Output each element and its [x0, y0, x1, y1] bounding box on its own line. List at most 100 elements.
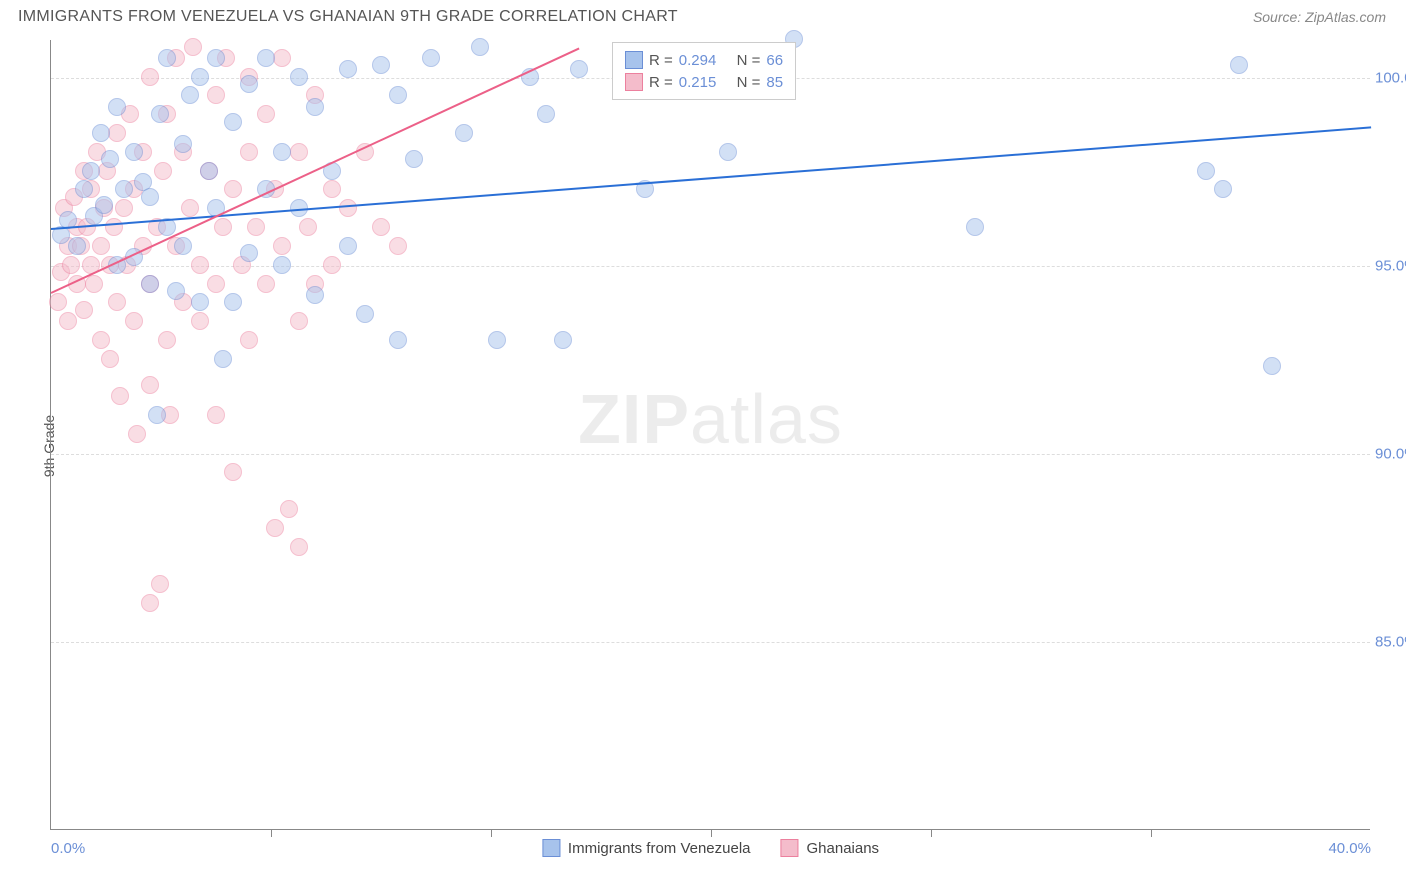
data-point — [141, 68, 159, 86]
data-point — [141, 376, 159, 394]
legend-swatch — [542, 839, 560, 857]
legend-swatch — [625, 73, 643, 91]
x-tick-label: 40.0% — [1328, 840, 1371, 857]
data-point — [273, 143, 291, 161]
data-point — [108, 293, 126, 311]
data-point — [1214, 180, 1232, 198]
data-point — [62, 256, 80, 274]
data-point — [207, 406, 225, 424]
data-point — [299, 218, 317, 236]
data-point — [471, 38, 489, 56]
data-point — [68, 237, 86, 255]
data-point — [82, 162, 100, 180]
data-point — [372, 56, 390, 74]
data-point — [141, 594, 159, 612]
data-point — [1197, 162, 1215, 180]
data-point — [174, 237, 192, 255]
data-point — [95, 196, 113, 214]
data-point — [339, 60, 357, 78]
data-point — [191, 68, 209, 86]
gridline — [51, 454, 1370, 455]
data-point — [115, 180, 133, 198]
data-point — [240, 331, 258, 349]
data-point — [389, 237, 407, 255]
legend-row: R = 0.294 N = 66 — [625, 49, 783, 71]
data-point — [257, 275, 275, 293]
data-point — [115, 199, 133, 217]
data-point — [966, 218, 984, 236]
data-point — [422, 49, 440, 67]
data-point — [125, 143, 143, 161]
data-point — [148, 406, 166, 424]
scatter-chart: ZIPatlas 85.0%90.0%95.0%100.0%0.0%40.0%R… — [50, 40, 1370, 830]
x-tick-label: 0.0% — [51, 840, 85, 857]
gridline — [51, 642, 1370, 643]
data-point — [49, 293, 67, 311]
data-point — [240, 75, 258, 93]
x-tick — [491, 829, 492, 837]
data-point — [257, 105, 275, 123]
data-point — [537, 105, 555, 123]
data-point — [151, 105, 169, 123]
y-tick-label: 95.0% — [1375, 257, 1406, 274]
data-point — [75, 301, 93, 319]
data-point — [207, 86, 225, 104]
data-point — [273, 237, 291, 255]
data-point — [554, 331, 572, 349]
source-attribution: Source: ZipAtlas.com — [1253, 9, 1386, 25]
data-point — [101, 350, 119, 368]
legend-label: Ghanaians — [807, 840, 880, 857]
data-point — [214, 350, 232, 368]
data-point — [240, 143, 258, 161]
data-point — [111, 387, 129, 405]
data-point — [323, 180, 341, 198]
data-point — [101, 150, 119, 168]
y-tick-label: 85.0% — [1375, 633, 1406, 650]
data-point — [108, 98, 126, 116]
data-point — [290, 312, 308, 330]
y-tick-label: 100.0% — [1375, 69, 1406, 86]
data-point — [141, 188, 159, 206]
legend-item: Immigrants from Venezuela — [542, 839, 751, 857]
data-point — [92, 237, 110, 255]
data-point — [1263, 357, 1281, 375]
x-tick — [931, 829, 932, 837]
data-point — [290, 538, 308, 556]
legend-swatch — [625, 51, 643, 69]
data-point — [191, 293, 209, 311]
data-point — [306, 98, 324, 116]
data-point — [158, 331, 176, 349]
data-point — [405, 150, 423, 168]
legend-row: R = 0.215 N = 85 — [625, 71, 783, 93]
legend-swatch — [781, 839, 799, 857]
data-point — [154, 162, 172, 180]
data-point — [92, 124, 110, 142]
data-point — [125, 312, 143, 330]
data-point — [167, 282, 185, 300]
watermark: ZIPatlas — [578, 379, 843, 459]
data-point — [257, 49, 275, 67]
legend-item: Ghanaians — [781, 839, 880, 857]
x-tick — [1151, 829, 1152, 837]
data-point — [181, 86, 199, 104]
data-point — [372, 218, 390, 236]
data-point — [356, 305, 374, 323]
data-point — [128, 425, 146, 443]
data-point — [85, 275, 103, 293]
data-point — [75, 180, 93, 198]
trend-line — [51, 48, 580, 294]
data-point — [306, 286, 324, 304]
data-point — [290, 143, 308, 161]
legend-label: Immigrants from Venezuela — [568, 840, 751, 857]
data-point — [247, 218, 265, 236]
data-point — [158, 49, 176, 67]
stats-legend: R = 0.294 N = 66R = 0.215 N = 85 — [612, 42, 796, 100]
data-point — [151, 575, 169, 593]
data-point — [174, 135, 192, 153]
data-point — [488, 331, 506, 349]
data-point — [214, 218, 232, 236]
data-point — [141, 275, 159, 293]
data-point — [339, 199, 357, 217]
data-point — [240, 244, 258, 262]
data-point — [570, 60, 588, 78]
